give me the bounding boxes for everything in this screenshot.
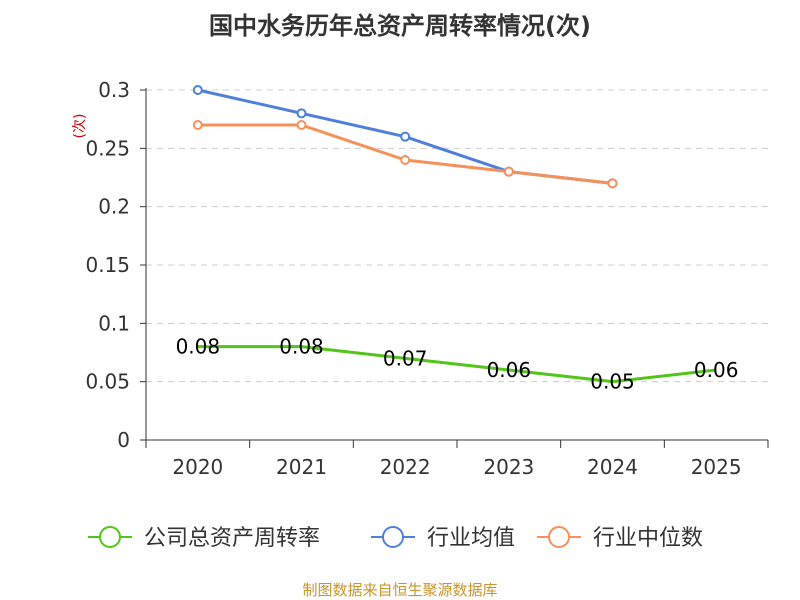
- legend[interactable]: 公司总资产周转率 行业均值 行业中位数: [88, 526, 703, 551]
- data-label: 0.06: [487, 358, 532, 382]
- x-tick-label: 2025: [691, 455, 742, 479]
- y-tick-label: 0: [117, 428, 130, 452]
- data-point: [607, 178, 618, 189]
- series-layer: 0.08 0.08 0.07 0.06 0.05 0.06: [176, 85, 739, 394]
- legend-item-0[interactable]: 公司总资产周转率: [88, 526, 320, 551]
- legend-item-1[interactable]: 行业均值: [371, 526, 515, 551]
- legend-marker: [548, 526, 570, 548]
- legend-marker: [382, 526, 404, 548]
- x-tick-label: 2022: [380, 455, 431, 479]
- data-point: [296, 120, 307, 130]
- data-point: [400, 155, 411, 165]
- data-point: [400, 131, 411, 142]
- chart-title: 国中水务历年总资产周转率情况(次): [209, 12, 591, 40]
- data-label: 0.06: [694, 358, 739, 382]
- data-point: [503, 166, 514, 177]
- y-tick-label: 0.15: [85, 253, 130, 277]
- y-tick-label: 0.05: [85, 370, 130, 394]
- data-label: 0.08: [176, 335, 221, 359]
- y-axis-label: (次): [72, 114, 88, 139]
- y-tick-label: 0.2: [98, 195, 130, 219]
- grid: [146, 89, 768, 383]
- x-tick-label: 2023: [483, 455, 534, 479]
- data-label: 0.05: [590, 370, 635, 394]
- data-label: 0.08: [279, 335, 324, 359]
- legend-marker: [99, 526, 121, 548]
- x-tick-label: 2024: [587, 455, 638, 479]
- x-tick-label: 2021: [276, 455, 327, 479]
- data-point: [296, 108, 307, 119]
- y-tick-label: 0.3: [98, 78, 130, 102]
- data-point: [192, 85, 203, 95]
- source-note: 制图数据来自恒生聚源数据库: [302, 581, 497, 599]
- series-line-0: [197, 345, 717, 384]
- axes: 0 0.05 0.1 0.15 0.2 0.25 0.3 2020 2021 2022 2023 20…: [85, 78, 769, 479]
- legend-label: 行业中位数: [593, 526, 703, 551]
- legend-item-2[interactable]: 行业中位数: [537, 526, 703, 551]
- data-point: [192, 120, 203, 130]
- data-label: 0.07: [383, 346, 428, 370]
- y-tick-label: 0.1: [98, 311, 130, 335]
- x-tick-label: 2020: [172, 455, 223, 479]
- legend-label: 行业均值: [427, 526, 515, 551]
- legend-label: 公司总资产周转率: [144, 526, 320, 551]
- y-tick-label: 0.25: [85, 136, 130, 160]
